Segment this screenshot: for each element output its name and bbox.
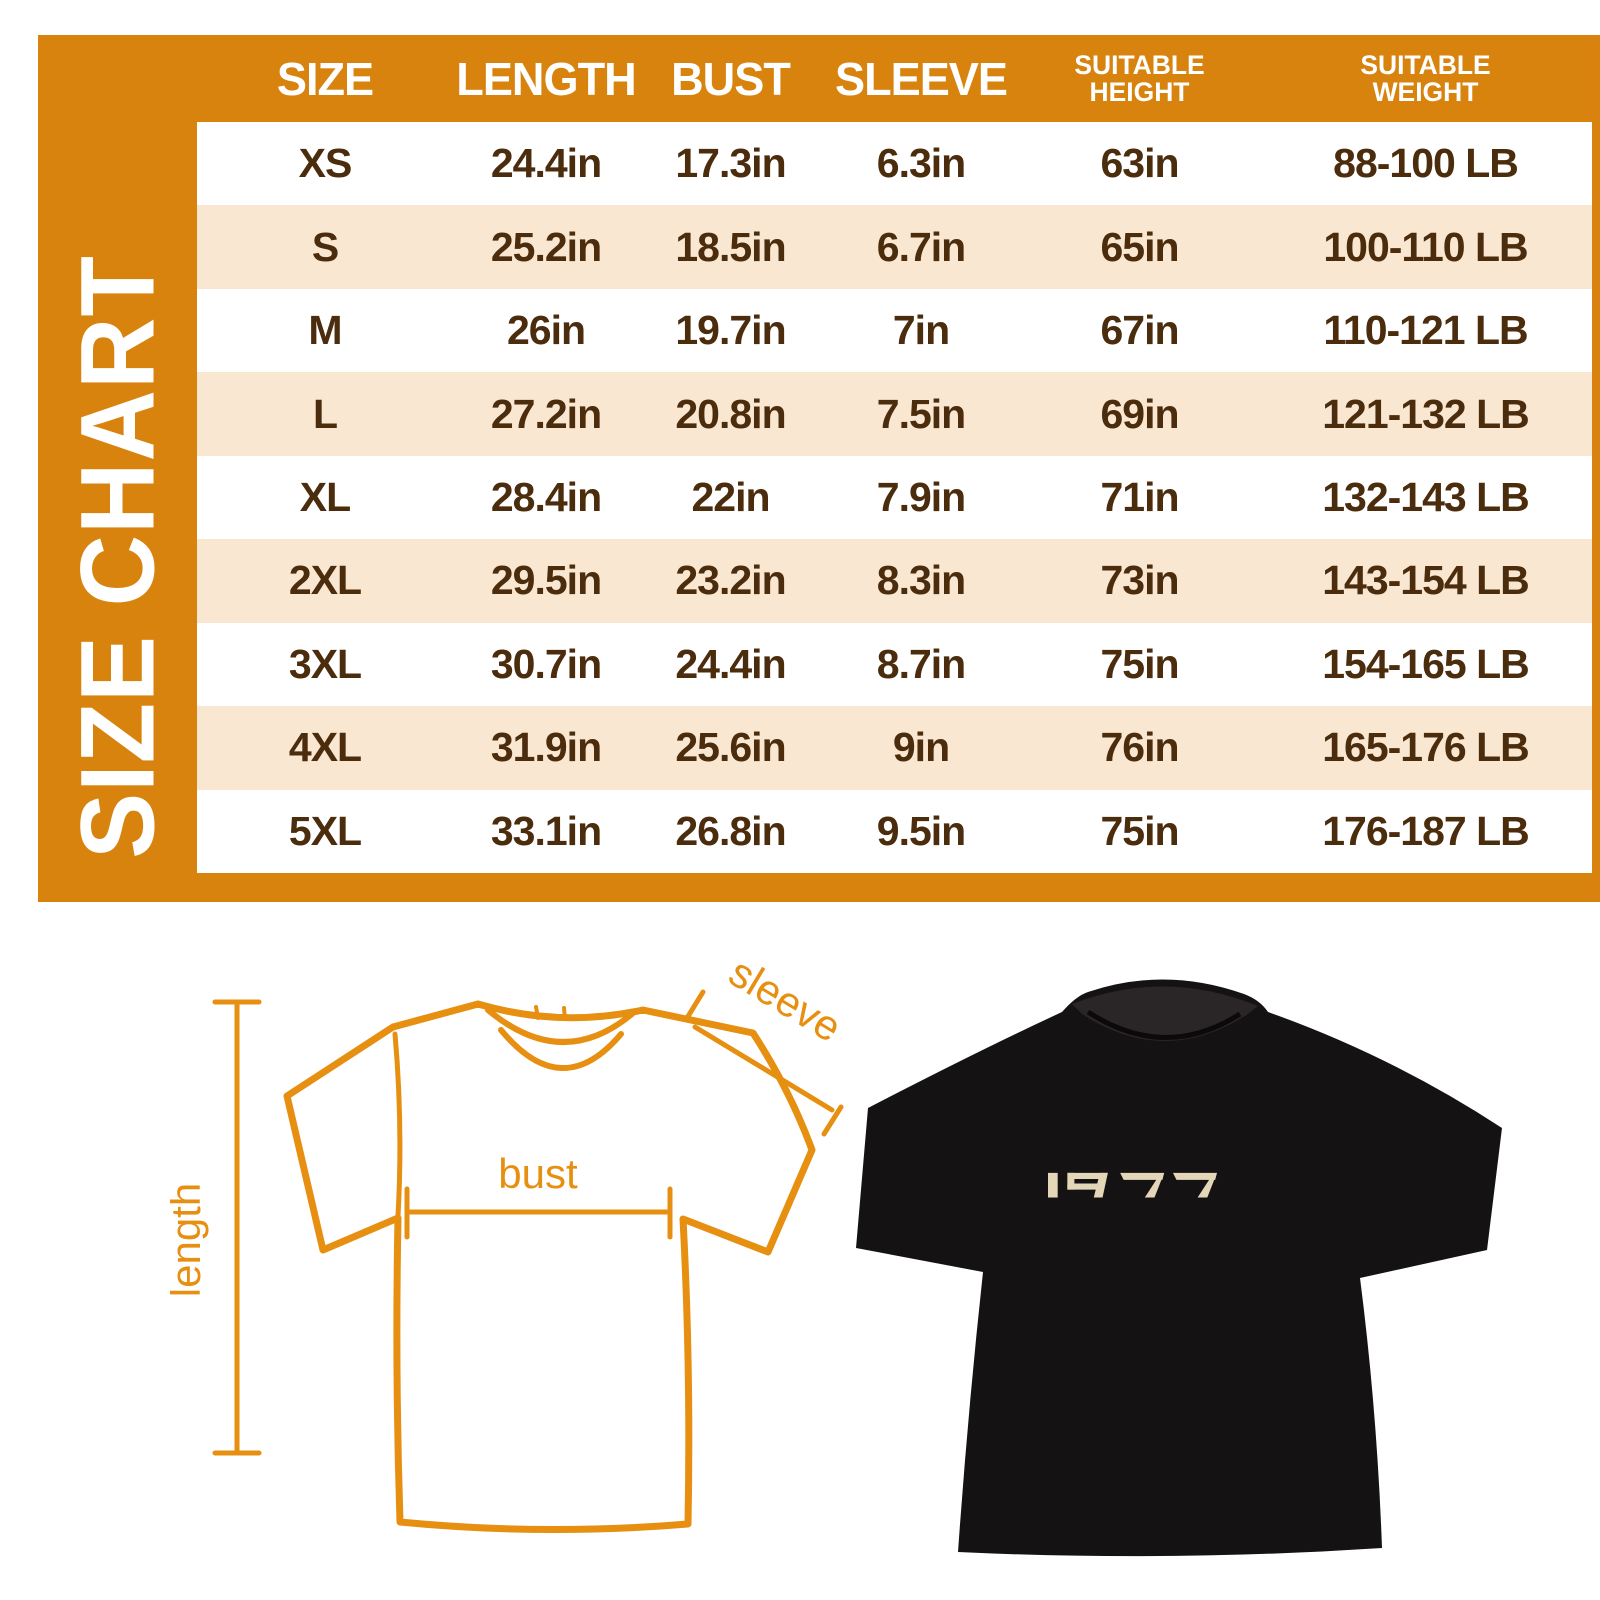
black-tee-body [856, 979, 1502, 1557]
tee-outline [283, 1000, 816, 1534]
cell-5xl-length: 33.1in [453, 789, 639, 873]
length-label: length [170, 1183, 209, 1297]
cell-4xl-suitable-height: 76in [1020, 706, 1259, 790]
cell-4xl-bust: 25.6in [639, 706, 822, 790]
cell-5xl-suitable-weight: 176-187 LB [1259, 789, 1592, 873]
cell-3xl-bust: 24.4in [639, 622, 822, 707]
header-line: HEIGHT [1089, 76, 1190, 107]
black-tee-collar-shadow [1086, 1009, 1242, 1040]
tee-collar-stitch [534, 1005, 567, 1021]
cell-s-size: S [197, 205, 453, 289]
cell-3xl-sleeve: 8.7in [822, 622, 1020, 707]
cell-5xl-suitable-height: 75in [1020, 789, 1259, 873]
tee-print-1977 [1048, 1172, 1217, 1198]
cell-l-bust: 20.8in [639, 372, 822, 456]
tee-collar-outer-arc [485, 1007, 635, 1045]
cell-3xl-size: 3XL [197, 622, 453, 707]
cell-4xl-size: 4XL [197, 706, 453, 790]
header-line: SUITABLE [1074, 49, 1205, 80]
sleeve-measure-line [692, 1024, 835, 1113]
cell-2xl-length: 29.5in [453, 539, 639, 623]
cell-m-sleeve: 7in [822, 288, 1020, 373]
size-chart-frame: SIZE CHART SIZE LENGTH BUST SLEEVE SUITABLE H… [38, 35, 1600, 902]
cell-2xl-bust: 23.2in [639, 539, 822, 623]
cell-xs-size: XS [197, 122, 453, 206]
cell-5xl-bust: 26.8in [639, 789, 822, 873]
cell-xl-size: XL [197, 455, 453, 540]
cell-xl-suitable-height: 71in [1020, 455, 1259, 540]
cell-2xl-suitable-height: 73in [1020, 539, 1259, 623]
cell-3xl-length: 30.7in [453, 622, 639, 707]
cell-m-suitable-height: 67in [1020, 288, 1259, 373]
cell-l-sleeve: 7.5in [822, 372, 1020, 456]
cell-2xl-suitable-weight: 143-154 LB [1259, 539, 1592, 623]
cell-xs-bust: 17.3in [639, 122, 822, 206]
header-cell-sleeve: SLEEVE [834, 52, 1008, 105]
cell-s-suitable-weight: 100-110 LB [1259, 205, 1592, 289]
cell-l-suitable-weight: 121-132 LB [1259, 372, 1592, 456]
cell-xs-length: 24.4in [453, 122, 639, 206]
tee-collar-inner-arc [498, 1027, 624, 1071]
product-shirt: 1977 [856, 979, 1502, 1557]
cell-s-sleeve: 6.7in [822, 205, 1020, 289]
measurement-diagram: length bust sleeve [170, 950, 850, 1534]
header-cell-length: LENGTH [456, 52, 636, 105]
header-cell-suitable-height: SUITABLE HEIGHT [1022, 35, 1256, 122]
cell-2xl-size: 2XL [197, 539, 453, 623]
cell-4xl-sleeve: 9in [822, 706, 1020, 790]
cell-xs-suitable-weight: 88-100 LB [1259, 122, 1592, 206]
cell-l-size: L [197, 372, 453, 456]
size-chart-title-text: SIZE CHART [58, 254, 176, 859]
header-cell-size: SIZE [276, 52, 374, 105]
size-chart-title: SIZE CHART [38, 35, 197, 902]
cell-m-size: M [197, 288, 453, 373]
cell-m-bust: 19.7in [639, 288, 822, 373]
header-line: SUITABLE [1360, 49, 1491, 80]
cell-s-length: 25.2in [453, 205, 639, 289]
header-cell-suitable-weight: SUITABLE WEIGHT [1262, 35, 1588, 122]
cell-l-suitable-height: 69in [1020, 372, 1259, 456]
cell-5xl-size: 5XL [197, 789, 453, 873]
cell-3xl-suitable-height: 75in [1020, 622, 1259, 707]
size-table: SIZE LENGTH BUST SLEEVE SUITABLE HEIGHT SUITAB… [197, 35, 1592, 873]
cell-4xl-suitable-weight: 165-176 LB [1259, 706, 1592, 790]
cell-xl-bust: 22in [639, 455, 822, 540]
tee-side-seam [392, 1031, 403, 1219]
sleeve-measure-tick-left [684, 989, 706, 1021]
cell-xs-sleeve: 6.3in [822, 122, 1020, 206]
cell-3xl-suitable-weight: 154-165 LB [1259, 622, 1592, 707]
cell-m-length: 26in [453, 288, 639, 373]
cell-4xl-length: 31.9in [453, 706, 639, 790]
sleeve-measure-tick-right [821, 1104, 844, 1137]
header-line: WEIGHT [1372, 76, 1479, 107]
cell-xl-sleeve: 7.9in [822, 455, 1020, 540]
cell-m-suitable-weight: 110-121 LB [1259, 288, 1592, 373]
cell-xl-length: 28.4in [453, 455, 639, 540]
cell-2xl-sleeve: 8.3in [822, 539, 1020, 623]
cell-l-length: 27.2in [453, 372, 639, 456]
header-cell-bust: BUST [671, 52, 791, 105]
frame-right-border [1593, 35, 1600, 902]
cell-5xl-sleeve: 9.5in [822, 789, 1020, 873]
bust-label: bust [498, 1150, 578, 1197]
cell-xl-suitable-weight: 132-143 LB [1259, 455, 1592, 540]
cell-s-bust: 18.5in [639, 205, 822, 289]
cell-xs-suitable-height: 63in [1020, 122, 1259, 206]
cell-s-suitable-height: 65in [1020, 205, 1259, 289]
